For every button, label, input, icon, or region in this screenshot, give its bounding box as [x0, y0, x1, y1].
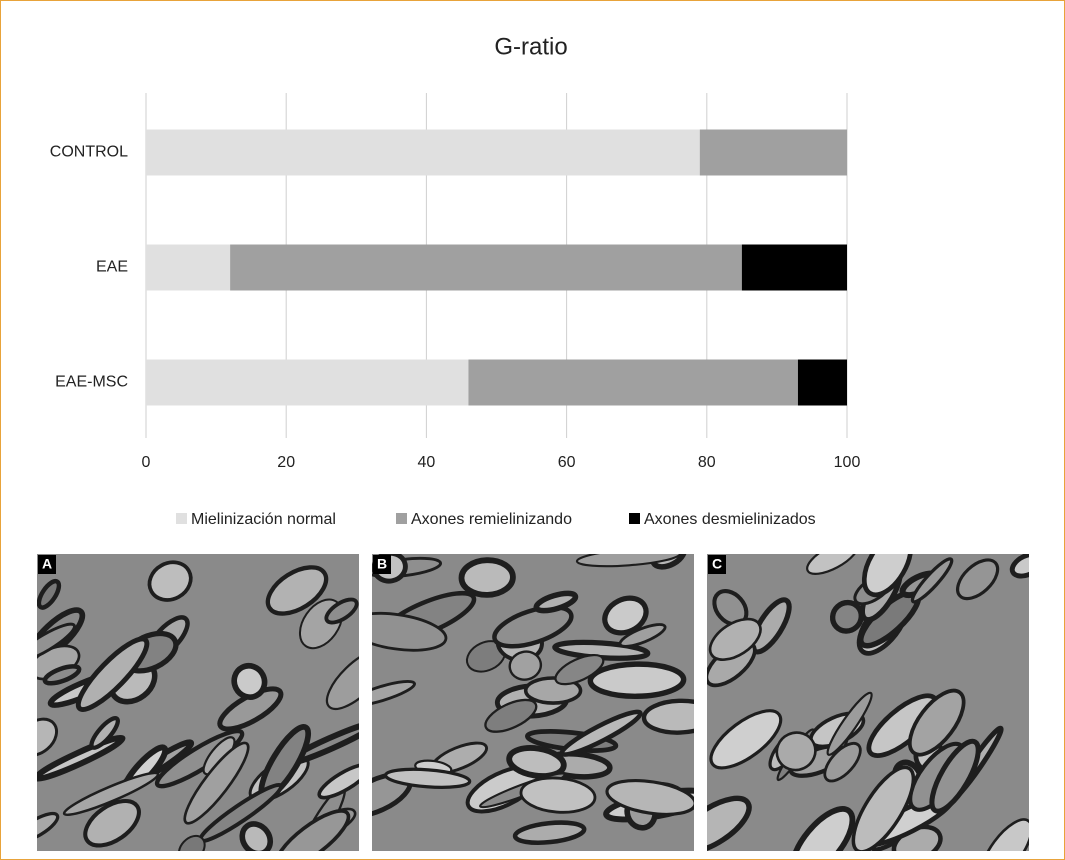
axon [806, 554, 859, 575]
panel-label: B [377, 556, 387, 572]
axon [980, 818, 1029, 851]
axon [929, 738, 981, 814]
legend-label: Axones desmielinizados [644, 511, 816, 528]
axon [239, 821, 274, 851]
axon [265, 565, 329, 616]
axon [183, 741, 250, 825]
panel-label-box [38, 555, 56, 574]
axon [907, 688, 966, 757]
axon [709, 709, 783, 770]
panel-label-box [708, 555, 726, 574]
axon [37, 734, 126, 782]
axon [508, 650, 543, 681]
legend-swatch [629, 513, 640, 524]
axon [602, 595, 649, 636]
axon [641, 698, 694, 735]
axon [708, 617, 762, 661]
axon [458, 557, 516, 598]
axon [554, 653, 605, 686]
chart-title: G-ratio [494, 33, 567, 60]
axon [1009, 554, 1029, 579]
x-tick-label: 100 [834, 454, 861, 471]
axon [75, 636, 150, 712]
axon [492, 604, 574, 649]
axon [177, 834, 206, 851]
axon [42, 664, 82, 686]
legend-label: Axones remielinizando [411, 511, 572, 528]
axon [823, 741, 862, 783]
x-tick-label: 40 [418, 454, 436, 471]
bar-segment [699, 129, 847, 176]
axon [910, 557, 954, 604]
axon [37, 717, 58, 757]
panel-label: A [42, 556, 52, 572]
axon [372, 679, 416, 708]
bar-segment [468, 359, 798, 406]
y-tick-label: CONTROL [50, 144, 128, 161]
micrograph [37, 554, 359, 851]
axon [89, 716, 120, 750]
legend-swatch [396, 513, 407, 524]
axon [533, 590, 579, 614]
bar-segment [741, 244, 847, 291]
axon [519, 776, 597, 814]
micrograph [707, 554, 1029, 851]
x-tick-label: 20 [277, 454, 295, 471]
axon [317, 762, 359, 800]
x-tick-label: 60 [558, 454, 576, 471]
axon [484, 698, 538, 733]
bar-segment [146, 129, 700, 176]
micrograph [372, 554, 694, 851]
bar-segment [797, 359, 847, 406]
y-tick-label: EAE-MSC [55, 374, 128, 391]
axon [618, 623, 667, 648]
axon [372, 611, 448, 652]
axon [37, 811, 60, 843]
y-tick-label: EAE [96, 259, 128, 276]
axon [325, 648, 359, 711]
axon [324, 597, 359, 625]
axon [605, 778, 694, 816]
panel-label-box [373, 555, 391, 574]
axon [826, 691, 873, 756]
axon [83, 798, 141, 848]
axon [274, 809, 351, 851]
axon [147, 560, 193, 602]
axon [775, 731, 817, 772]
axon [851, 765, 916, 851]
x-tick-label: 80 [698, 454, 716, 471]
bar-segment [146, 359, 469, 406]
bar-segment [146, 244, 231, 291]
legend-label: Mielinización normal [191, 511, 336, 528]
axon [587, 661, 687, 700]
axon [789, 806, 856, 851]
axon [559, 709, 643, 757]
axon [231, 662, 268, 700]
axon [861, 554, 914, 598]
axon [707, 795, 752, 851]
axon [575, 554, 682, 568]
axon [512, 820, 587, 845]
x-tick-label: 0 [142, 454, 151, 471]
bar-segment [230, 244, 742, 291]
axon [62, 771, 160, 817]
axon [383, 767, 472, 790]
axon [829, 599, 864, 634]
axon [506, 745, 567, 779]
axon [956, 558, 1000, 601]
axon [37, 622, 76, 663]
panel-label: C [712, 556, 722, 572]
axon [37, 578, 62, 610]
legend-swatch [176, 513, 187, 524]
